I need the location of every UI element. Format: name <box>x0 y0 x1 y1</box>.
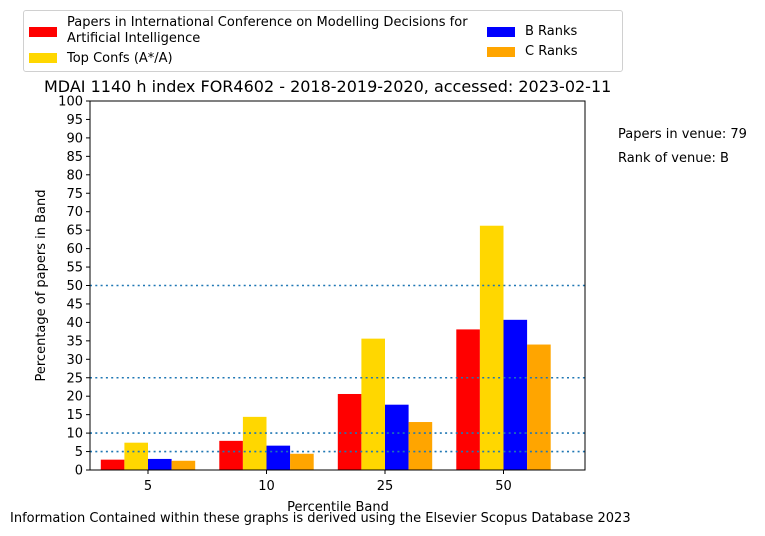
y-tick-label-40: 40 <box>66 316 83 331</box>
bar-series-3-cat-50 <box>527 344 551 470</box>
bar-series-2-cat-50 <box>503 319 528 470</box>
bar-series-1-cat-10 <box>242 416 267 470</box>
bar-series-3-cat-25 <box>408 422 433 470</box>
y-axis: 0 5 10 15 20 25 30 35 40 45 50 55 60 65 70 75 80 85 90 95 10… <box>58 95 90 479</box>
bar-series-0-cat-5 <box>100 459 125 470</box>
y-tick-label-95: 95 <box>66 113 83 128</box>
legend-swatch-top-confs <box>29 53 57 63</box>
y-tick-label-20: 20 <box>66 390 83 405</box>
legend-label-b-ranks: B Ranks <box>525 24 578 39</box>
y-axis-label: Percentage of papers in Band <box>34 189 49 381</box>
plot-frame <box>89 100 586 471</box>
rank-of-venue: Rank of venue: B <box>618 151 729 166</box>
bar-series-2-cat-5 <box>148 458 172 470</box>
y-tick-label-55: 55 <box>66 261 83 276</box>
y-tick-label-75: 75 <box>66 187 83 202</box>
bar-series-0-cat-25 <box>337 393 362 470</box>
papers-in-venue: Papers in venue: 79 <box>618 127 747 142</box>
legend-swatch-b-ranks <box>487 27 515 37</box>
y-tick-label-80: 80 <box>66 168 83 183</box>
y-tick-label-60: 60 <box>66 242 83 257</box>
bar-series-1-cat-50 <box>479 225 504 470</box>
bar-series-2-cat-10 <box>266 445 291 470</box>
bar-series-1-cat-25 <box>361 338 385 470</box>
legend-label-venue: Papers in International Conference on Mo… <box>67 15 468 47</box>
legend-label-venue-line2: Artificial Intelligence <box>67 31 201 46</box>
x-tick-label-10: 10 <box>258 479 275 494</box>
y-tick-label-85: 85 <box>66 150 83 165</box>
y-tick-label-100: 100 <box>58 95 83 110</box>
legend-swatch-venue <box>29 27 57 37</box>
y-tick-label-10: 10 <box>66 427 83 442</box>
bar-series-1-cat-5 <box>124 442 148 470</box>
footer-note: Information Contained within these graph… <box>10 511 631 526</box>
y-tick-label-25: 25 <box>66 371 83 386</box>
x-tick-label-50: 50 <box>495 479 512 494</box>
x-tick-label-5: 5 <box>144 479 152 494</box>
y-tick-label-65: 65 <box>66 224 83 239</box>
y-tick-label-50: 50 <box>66 279 83 294</box>
legend-label-top-confs: Top Confs (A*/A) <box>67 51 173 66</box>
y-tick-label-5: 5 <box>75 445 83 460</box>
bars-layer <box>100 225 551 470</box>
legend-swatch-c-ranks <box>487 47 515 57</box>
legend-label-venue-line1: Papers in International Conference on Mo… <box>67 15 468 30</box>
y-tick-label-45: 45 <box>66 297 83 312</box>
y-tick-label-35: 35 <box>66 334 83 349</box>
bar-series-3-cat-10 <box>290 453 314 470</box>
bar-series-0-cat-10 <box>219 440 243 470</box>
x-axis-label: Percentile Band <box>287 500 389 515</box>
bar-series-3-cat-5 <box>171 460 196 470</box>
y-tick-label-0: 0 <box>75 464 83 479</box>
y-tick-label-15: 15 <box>66 408 83 423</box>
x-tick-label-25: 25 <box>377 479 394 494</box>
x-axis: 5 10 25 50 <box>144 470 512 494</box>
legend-label-c-ranks: C Ranks <box>525 44 578 59</box>
y-tick-label-30: 30 <box>66 353 83 368</box>
y-tick-label-70: 70 <box>66 205 83 220</box>
chart-title: MDAI 1140 h index FOR4602 - 2018-2019-20… <box>44 77 612 96</box>
bar-series-2-cat-25 <box>385 404 409 470</box>
legend: Papers in International Conference on Mo… <box>23 10 623 72</box>
y-tick-label-90: 90 <box>66 131 83 146</box>
bar-series-0-cat-50 <box>456 329 480 470</box>
